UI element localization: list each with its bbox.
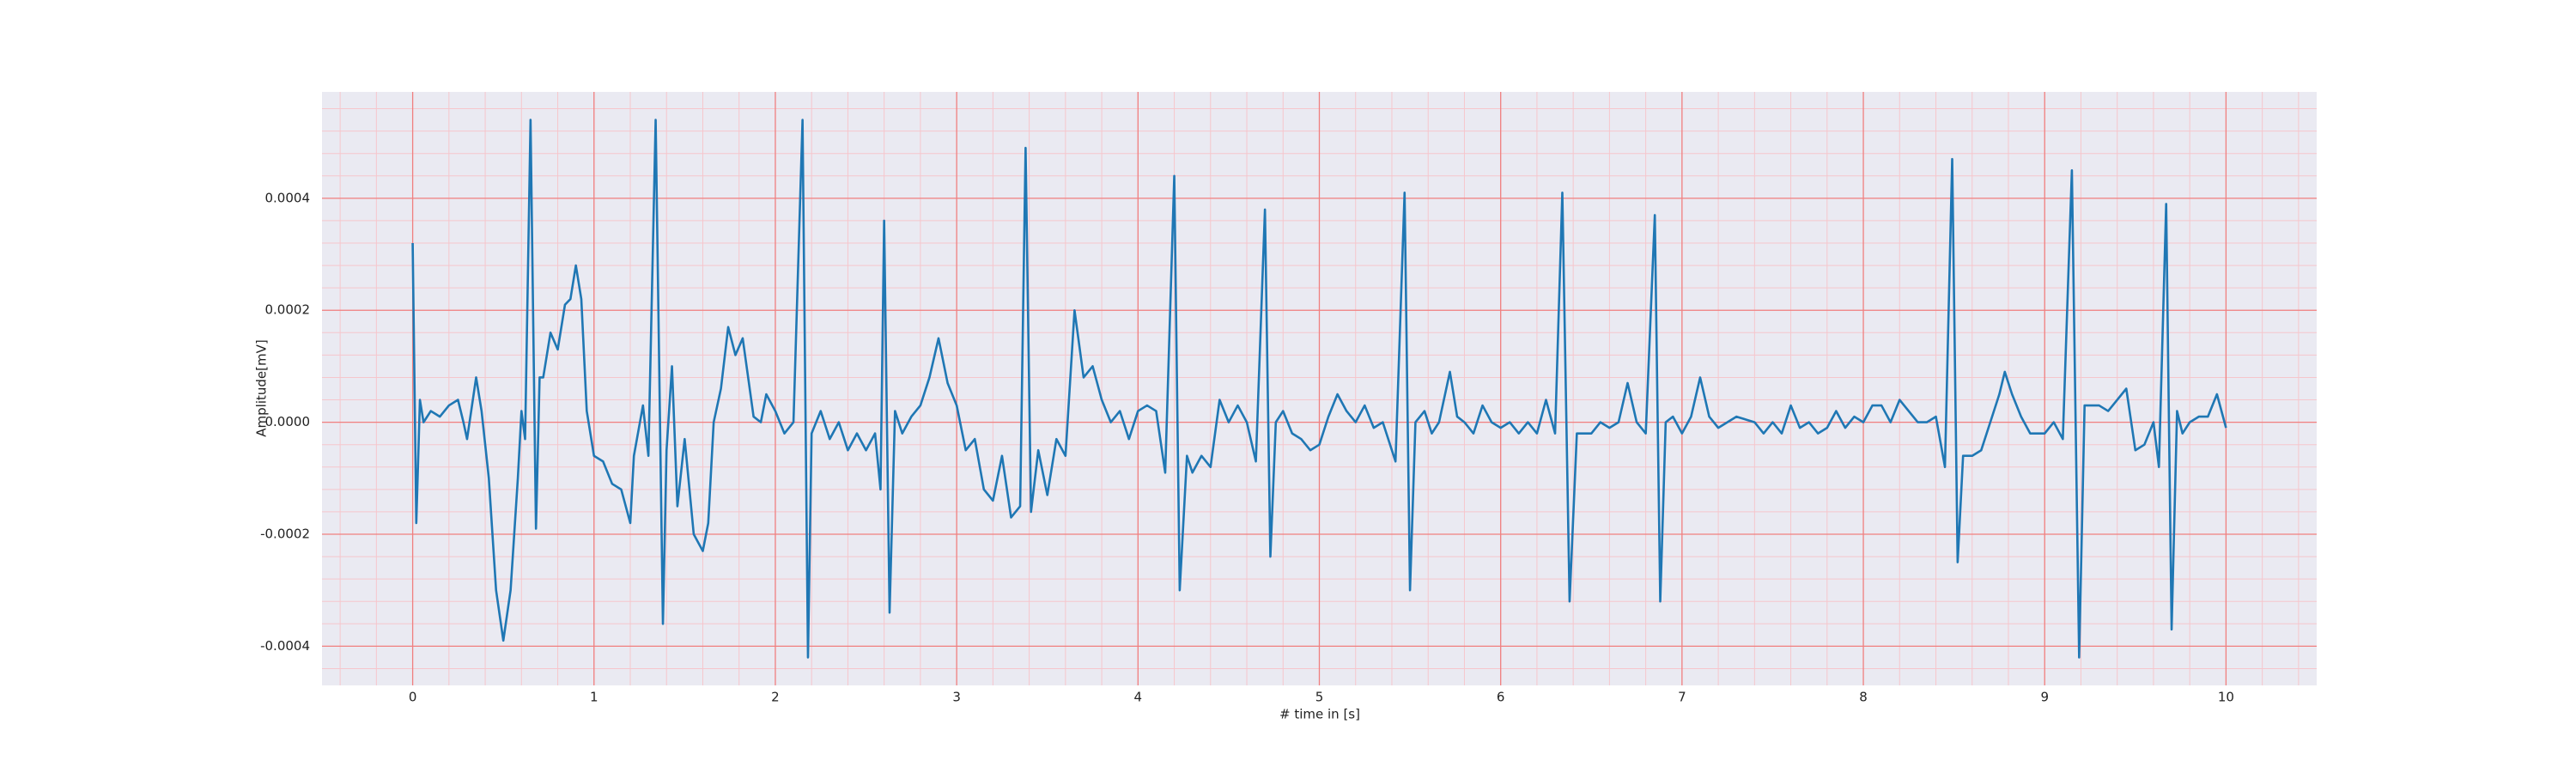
x-axis-label: # time in [s]: [1279, 707, 1360, 722]
x-tick-label: 8: [1859, 690, 1868, 705]
x-tick-label: 2: [771, 690, 780, 705]
x-tick-label: 7: [1678, 690, 1686, 705]
y-tick-label: 0.0000: [265, 414, 311, 429]
y-axis-label: Amplitude[mV]: [254, 339, 270, 436]
x-tick-label: 9: [2040, 690, 2049, 705]
signal-line: [411, 119, 2227, 659]
y-tick-label: 0.0002: [265, 302, 311, 318]
x-tick-label: 4: [1134, 690, 1143, 705]
x-tick-label: 5: [1315, 690, 1324, 705]
x-tick-label: 3: [952, 690, 961, 705]
x-tick-label: 10: [2218, 690, 2234, 705]
x-tick-label: 1: [590, 690, 598, 705]
x-tick-label: 6: [1497, 690, 1505, 705]
y-tick-label: -0.0004: [260, 638, 310, 654]
y-tick-label: 0.0004: [265, 190, 311, 205]
x-tick-label: 0: [409, 690, 417, 705]
y-tick-label: -0.0002: [260, 526, 310, 541]
